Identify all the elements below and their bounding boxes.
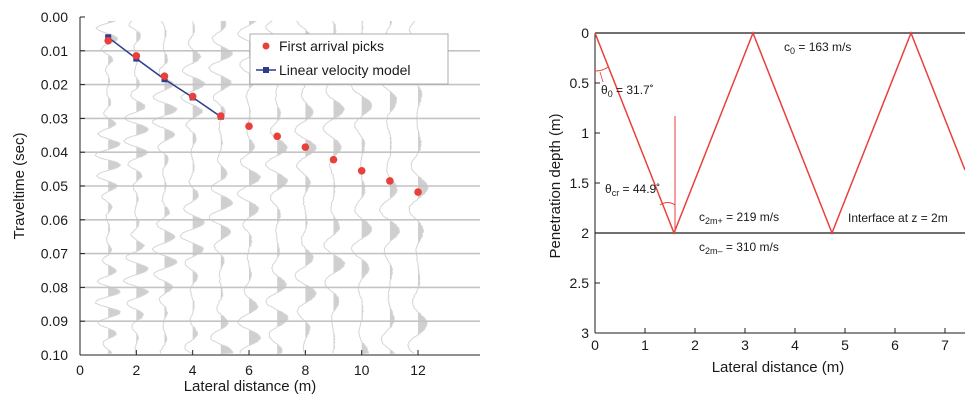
left-x-axis-label: Lateral distance (m) (184, 378, 317, 395)
pick-point-10 (386, 177, 394, 185)
ytick-label-7: 0.07 (41, 246, 68, 262)
ytick-label-1: 0.01 (41, 43, 68, 59)
c2m-plus-label: c2m+ = 219 m/s (699, 210, 779, 226)
theta0-label: θ0 = 31.7˚ (601, 83, 654, 99)
pick-point-9 (357, 166, 366, 175)
pick-point-4 (217, 112, 225, 120)
r-xtick-label-5: 5 (841, 337, 849, 353)
pick-point-2 (160, 72, 169, 80)
xtick-label-1: 2 (132, 362, 140, 378)
trace-4 (179, 20, 206, 354)
r-ytick-label-0: 0 (581, 25, 589, 41)
xtick-label-5: 10 (354, 362, 370, 378)
pick-point-11 (414, 188, 422, 196)
xtick-label-3: 6 (245, 362, 253, 378)
pick-point-1 (132, 52, 141, 60)
left-y-axis-label: Traveltime (sec) (11, 133, 28, 240)
ytick-label-2: 0.02 (41, 77, 68, 93)
thetacr-leader (658, 195, 664, 206)
xtick-label-6: 12 (410, 362, 426, 378)
ytick-label-10: 0.10 (41, 347, 68, 363)
trace-fill-12 (418, 41, 429, 336)
r-ytick-label-1: 0.5 (570, 75, 590, 91)
pick-point-6 (273, 132, 281, 141)
legend-marker-model (263, 67, 269, 73)
xtick-label-4: 8 (301, 362, 309, 378)
trace-fill-3 (164, 27, 177, 347)
trace-fill-10 (361, 21, 372, 354)
right-y-tick-labels: 0 0.5 1 1.5 2 2.5 3 (570, 25, 600, 341)
trace-1 (94, 20, 122, 354)
thetacr-label: θcr = 44.9˚ (605, 182, 660, 198)
ytick-label-6: 0.06 (41, 212, 68, 228)
theta0-angle-arc (594, 66, 609, 72)
trace-2 (123, 20, 150, 354)
trace-fill-5 (220, 21, 234, 354)
xtick-label-2: 4 (189, 362, 197, 378)
c2m-minus-label: c2m– = 310 m/s (699, 240, 779, 256)
r-xtick-label-7: 7 (941, 337, 949, 353)
r-ytick-label-6: 3 (581, 325, 589, 341)
legend-marker-picks (262, 42, 270, 50)
legend-box (249, 33, 449, 85)
ytick-label-9: 0.09 (41, 313, 68, 329)
right-y-axis-label: Penetration depth (m) (547, 113, 564, 258)
pick-point-3 (188, 92, 197, 101)
ytick-label-8: 0.08 (41, 279, 68, 295)
r-ytick-label-3: 1.5 (570, 175, 590, 191)
first-arrival-picks-series (104, 36, 422, 196)
r-ytick-label-4: 2 (581, 225, 589, 241)
traveltime-chart: 0.00 0.01 0.02 0.03 0.04 0.05 0.06 0.07 0.08 0.09… (11, 9, 480, 395)
ray-path-chart: 0 0.5 1 1.5 2 2.5 3 0 1 2 3 4 5 6 7 c0 = 163 m/s θ0 =… (547, 25, 965, 376)
trace-fill-8 (305, 29, 317, 342)
left-y-tick-labels: 0.00 0.01 0.02 0.03 0.04 0.05 0.06 0.07 0.08 0.09… (41, 9, 85, 363)
ray-path (594, 30, 965, 236)
trace-5 (207, 20, 234, 354)
trace-fill-11 (389, 21, 400, 354)
legend: First arrival picks Linear velocity mode… (249, 33, 449, 85)
trace-fill-1 (108, 21, 121, 354)
c0-label: c0 = 163 m/s (784, 40, 851, 56)
interface-label: Interface at z = 2m (848, 211, 948, 225)
right-x-tick-labels: 0 1 2 3 4 5 6 7 (591, 328, 949, 353)
right-x-axis-label: Lateral distance (m) (712, 359, 845, 376)
r-ytick-label-2: 1 (581, 125, 589, 141)
xtick-label-0: 0 (76, 362, 84, 378)
r-ytick-label-5: 2.5 (570, 275, 590, 291)
legend-label-model: Linear velocity model (279, 62, 411, 78)
r-xtick-label-4: 4 (791, 337, 799, 353)
ray-line (594, 30, 965, 236)
pick-point-0 (104, 36, 112, 45)
pick-point-5 (245, 122, 253, 130)
left-x-tick-labels: 0 2 4 6 8 10 12 (76, 350, 426, 378)
r-xtick-label-3: 3 (741, 337, 749, 353)
trace-fill-9 (333, 23, 345, 352)
r-xtick-label-6: 6 (891, 337, 899, 353)
r-xtick-label-1: 1 (641, 337, 649, 353)
pick-point-7 (301, 143, 310, 151)
pick-point-8 (329, 155, 338, 164)
legend-label-picks: First arrival picks (279, 38, 384, 54)
left-gridlines (80, 49, 480, 323)
ytick-label-0: 0.00 (41, 9, 68, 25)
ytick-label-3: 0.03 (41, 110, 68, 126)
thetacr-angle-arc (659, 202, 676, 206)
ytick-label-5: 0.05 (41, 178, 68, 194)
theta0-leader (599, 71, 604, 83)
r-xtick-label-2: 2 (691, 337, 699, 353)
trace-fill-4 (192, 21, 205, 341)
ytick-label-4: 0.04 (41, 144, 68, 160)
r-xtick-label-0: 0 (591, 337, 599, 353)
